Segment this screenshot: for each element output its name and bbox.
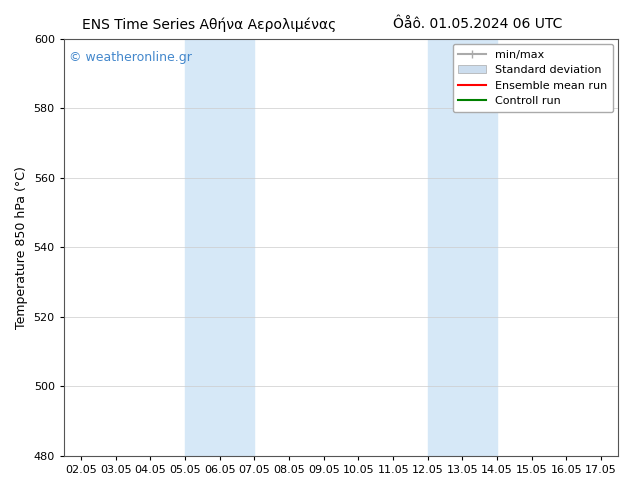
Text: ENS Time Series Αθήνα Αερολιμένας: ENS Time Series Αθήνα Αερολιμένας	[82, 17, 337, 32]
Bar	[185, 39, 254, 456]
Text: Ôåô. 01.05.2024 06 UTC: Ôåô. 01.05.2024 06 UTC	[393, 17, 562, 31]
Text: © weatheronline.gr: © weatheronline.gr	[69, 51, 192, 64]
Bar	[428, 39, 497, 456]
Legend: min/max, Standard deviation, Ensemble mean run, Controll run: min/max, Standard deviation, Ensemble me…	[453, 44, 613, 112]
Y-axis label: Temperature 850 hPa (°C): Temperature 850 hPa (°C)	[15, 166, 28, 329]
